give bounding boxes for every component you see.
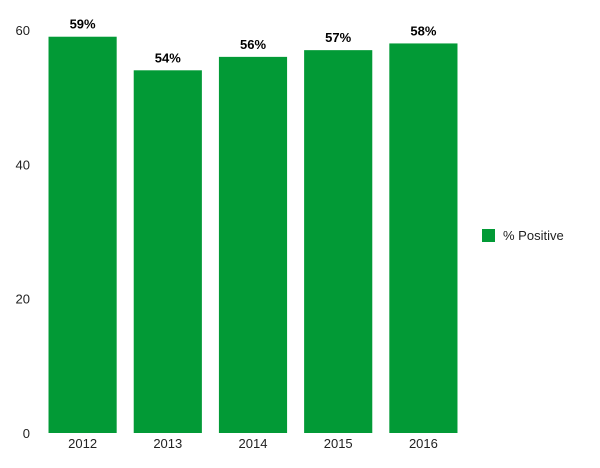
data-label-2015: 57% bbox=[325, 30, 351, 45]
x-tick-label-2013: 2013 bbox=[153, 436, 182, 451]
data-label-2016: 58% bbox=[410, 23, 436, 38]
bar-2012 bbox=[48, 36, 117, 433]
y-axis: 0 20 40 60 bbox=[16, 23, 30, 441]
legend-label: % Positive bbox=[503, 228, 564, 243]
bar-2013 bbox=[133, 70, 202, 434]
x-tick-label-2016: 2016 bbox=[409, 436, 438, 451]
bars bbox=[48, 36, 458, 434]
legend: % Positive bbox=[482, 228, 564, 243]
data-label-2013: 54% bbox=[155, 50, 181, 65]
data-labels: 59% 54% 56% 57% 58% bbox=[70, 17, 437, 66]
x-tick-label-2014: 2014 bbox=[239, 436, 268, 451]
bar-2016 bbox=[389, 43, 458, 433]
x-tick-label-2012: 2012 bbox=[68, 436, 97, 451]
data-label-2014: 56% bbox=[240, 37, 266, 52]
x-axis: 2012 2013 2014 2015 2016 bbox=[68, 436, 438, 451]
y-tick-label: 40 bbox=[16, 157, 30, 172]
x-tick-label-2015: 2015 bbox=[324, 436, 353, 451]
y-tick-label: 20 bbox=[16, 292, 30, 307]
y-tick-label: 60 bbox=[16, 23, 30, 38]
bar-2015 bbox=[304, 50, 373, 434]
legend-swatch bbox=[482, 229, 495, 242]
y-tick-label: 0 bbox=[23, 426, 30, 441]
data-label-2012: 59% bbox=[70, 17, 96, 32]
bar-2014 bbox=[218, 56, 288, 433]
